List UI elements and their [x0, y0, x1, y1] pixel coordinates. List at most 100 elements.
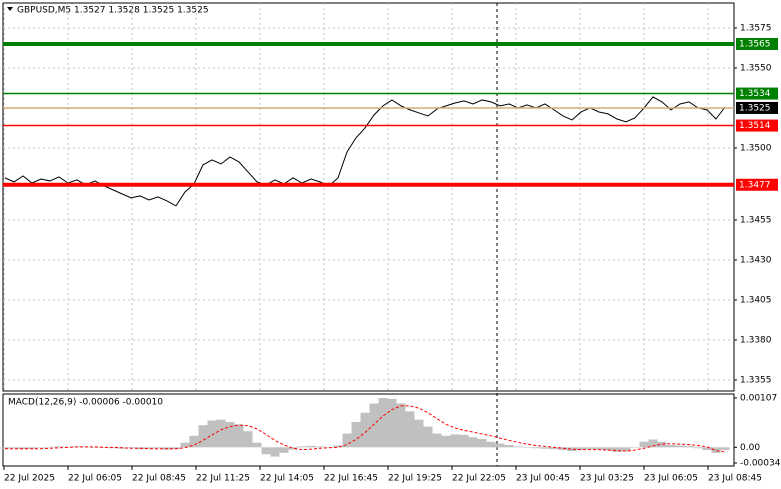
macd-bar [405, 411, 415, 448]
macd-bar [702, 447, 712, 451]
macd-bar [36, 447, 46, 448]
macd-bar [441, 435, 451, 448]
macd-bar [432, 433, 442, 448]
macd-bar [423, 426, 433, 448]
macd-bar [459, 434, 469, 448]
macd-bar [594, 447, 604, 450]
macd-bar [189, 435, 199, 448]
macd-bar [360, 412, 370, 448]
macd-bar [540, 447, 550, 449]
macd-bar [216, 419, 226, 448]
level-label-box [736, 119, 778, 132]
macd-bar [351, 421, 361, 448]
x-tick-label: 22 Jul 06:05 [68, 474, 122, 484]
macd-bar [153, 447, 163, 449]
macd-bar [342, 433, 352, 448]
macd-bar [279, 447, 289, 453]
macd-bar [0, 447, 10, 449]
y-tick-label: 0.00107 [740, 394, 777, 404]
macd-bar [315, 446, 325, 448]
x-tick-label: 22 Jul 22:05 [452, 474, 506, 484]
macd-bar [468, 437, 478, 448]
x-tick-label: 22 Jul 19:25 [388, 474, 442, 484]
macd-bar [396, 403, 406, 448]
y-tick-label: 1.3405 [740, 295, 772, 305]
macd-bar [684, 445, 694, 448]
macd-bar [648, 439, 658, 448]
y-tick-label: 1.3550 [740, 63, 772, 73]
macd-bar [711, 447, 721, 453]
price-line [4, 96, 726, 207]
price-pane [2, 2, 735, 392]
x-tick-label: 22 Jul 14:05 [260, 474, 314, 484]
macd-bar [243, 431, 253, 448]
macd-bar [45, 446, 55, 448]
macd-bar [369, 403, 379, 448]
level-label: 1.3534 [739, 89, 771, 99]
level-label-box [736, 37, 778, 50]
level-label-box [736, 87, 778, 100]
macd-bar [630, 447, 640, 448]
macd-bar [207, 420, 217, 448]
macd-bar [675, 445, 685, 448]
macd-bar [576, 447, 586, 451]
macd-bar [513, 446, 523, 448]
macd-bar [270, 447, 280, 457]
macd-bar [333, 445, 343, 448]
macd-bar [531, 447, 541, 449]
macd-bar [99, 447, 109, 448]
macd-bar [225, 421, 235, 448]
x-tick-label: 22 Jul 08:45 [132, 474, 186, 484]
macd-bar [387, 398, 397, 448]
y-tick-label: 1.3455 [740, 215, 772, 225]
macd-bar [720, 447, 730, 451]
x-tick-label: 22 Jul 11:25 [196, 474, 250, 484]
macd-bar [522, 447, 532, 448]
macd-bar [288, 447, 298, 450]
macd-bar [450, 434, 460, 448]
macd-bar [306, 445, 316, 448]
macd-bar [567, 447, 577, 452]
macd-bar [639, 441, 649, 448]
collapse-icon [7, 7, 13, 11]
y-tick-label: 1.3380 [740, 335, 772, 345]
x-tick-label: 23 Jul 06:05 [644, 474, 698, 484]
macd-pane [2, 393, 735, 467]
x-tick-label: 23 Jul 08:45 [708, 474, 762, 484]
y-tick-label: 1.3575 [740, 23, 772, 33]
x-tick-label: 22 Jul 16:45 [324, 474, 378, 484]
macd-title: MACD(12,26,9) -0.00006 -0.00010 [8, 398, 163, 408]
y-tick-label: -0.00034 [740, 459, 781, 469]
macd-bar [297, 446, 307, 448]
macd-bar [252, 442, 262, 448]
macd-bar [9, 447, 19, 449]
macd-bar [477, 439, 487, 448]
macd-bar [144, 447, 154, 449]
level-label: 1.3525 [739, 103, 771, 113]
y-tick-label: 0.00 [740, 443, 760, 453]
macd-bar [414, 419, 424, 448]
macd-bar [603, 447, 613, 451]
macd-bar [621, 447, 631, 452]
y-tick-label: 1.3355 [740, 375, 772, 385]
macd-bar [378, 398, 388, 448]
macd-bar [108, 447, 118, 449]
y-tick-label: 1.3500 [740, 143, 772, 153]
level-label-box [736, 178, 778, 191]
macd-bar [180, 442, 190, 448]
macd-bar [63, 446, 73, 448]
x-tick-label: 23 Jul 03:25 [580, 474, 634, 484]
macd-bar [54, 446, 64, 448]
x-tick-label: 23 Jul 00:45 [516, 474, 570, 484]
macd-bar [666, 445, 676, 448]
macd-bar [27, 447, 37, 449]
signal-line [5, 405, 726, 453]
y-tick-label: 1.3430 [740, 255, 772, 265]
macd-bar [198, 425, 208, 448]
macd-bar [549, 447, 559, 450]
macd-bar [234, 424, 244, 448]
macd-bar [585, 447, 595, 450]
level-label-box [736, 101, 778, 114]
level-label: 1.3477 [739, 180, 771, 190]
